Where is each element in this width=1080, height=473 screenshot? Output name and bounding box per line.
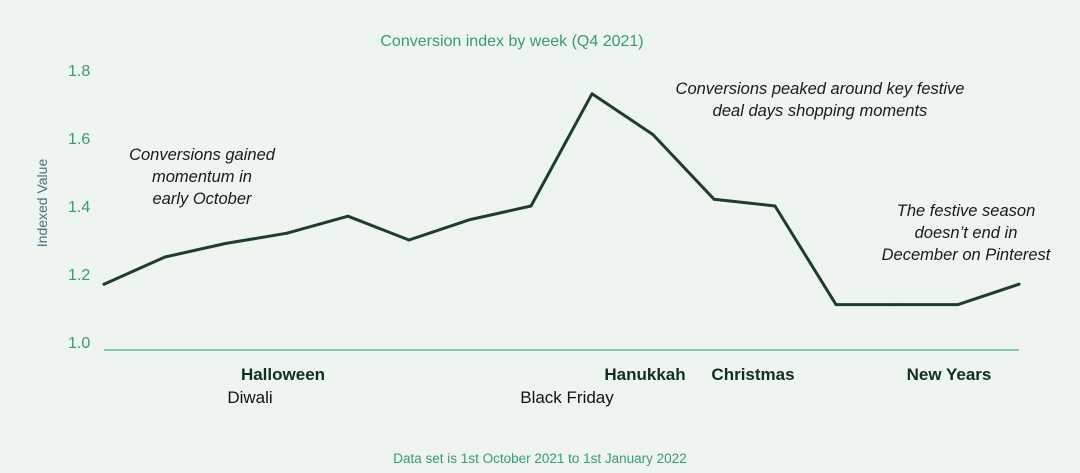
data-point bbox=[651, 133, 655, 137]
series-group bbox=[102, 92, 1021, 307]
annotation-line: early October bbox=[152, 190, 253, 208]
data-point bbox=[468, 218, 472, 222]
y-tick-label: 1.0 bbox=[68, 335, 90, 352]
data-point bbox=[895, 303, 899, 306]
series-line bbox=[102, 92, 1021, 307]
y-tick-label: 1.6 bbox=[68, 131, 90, 148]
event-label-halloween: Halloween bbox=[241, 365, 325, 384]
event-labels: Halloween Diwali Hanukkah Black Friday C… bbox=[227, 365, 991, 407]
data-point bbox=[285, 231, 289, 235]
event-label-black-friday: Black Friday bbox=[520, 388, 614, 407]
data-point bbox=[407, 238, 411, 242]
y-tick-labels: 1.0 1.2 1.4 1.6 1.8 bbox=[68, 63, 90, 352]
annotation-early-october: Conversions gained momentum in early Oct… bbox=[129, 146, 276, 208]
y-tick-label: 1.4 bbox=[68, 199, 90, 216]
annotation-line: deal days shopping moments bbox=[713, 102, 928, 120]
data-point bbox=[834, 303, 838, 306]
data-point bbox=[529, 204, 533, 208]
event-label-christmas: Christmas bbox=[711, 365, 794, 384]
annotation-line: Conversions gained bbox=[129, 146, 276, 164]
data-point bbox=[590, 92, 594, 96]
data-point bbox=[224, 242, 228, 245]
annotation-line: December on Pinterest bbox=[882, 246, 1052, 264]
data-point bbox=[163, 255, 167, 259]
data-point bbox=[1017, 282, 1021, 286]
y-tick-label: 1.2 bbox=[68, 267, 90, 284]
annotation-line: momentum in bbox=[152, 168, 252, 186]
event-label-new-years: New Years bbox=[907, 365, 992, 384]
chart-title: Conversion index by week (Q4 2021) bbox=[380, 33, 643, 50]
event-label-diwali: Diwali bbox=[227, 388, 272, 407]
annotation-festive-season: The festive season doesn’t end in Decemb… bbox=[882, 202, 1052, 264]
footnote: Data set is 1st October 2021 to 1st Janu… bbox=[393, 451, 686, 466]
data-point bbox=[773, 204, 777, 208]
annotation-line: Conversions peaked around key festive bbox=[676, 80, 965, 98]
annotation-line: The festive season bbox=[897, 202, 1036, 220]
y-tick-label: 1.8 bbox=[68, 63, 90, 80]
y-axis-label: Indexed Value bbox=[34, 159, 50, 248]
annotation-peak: Conversions peaked around key festive de… bbox=[676, 80, 965, 120]
data-point bbox=[956, 303, 960, 306]
event-label-hanukkah: Hanukkah bbox=[604, 365, 685, 384]
annotation-line: doesn’t end in bbox=[915, 224, 1018, 242]
data-point bbox=[712, 197, 716, 201]
data-point bbox=[102, 282, 106, 286]
data-point bbox=[346, 214, 350, 218]
